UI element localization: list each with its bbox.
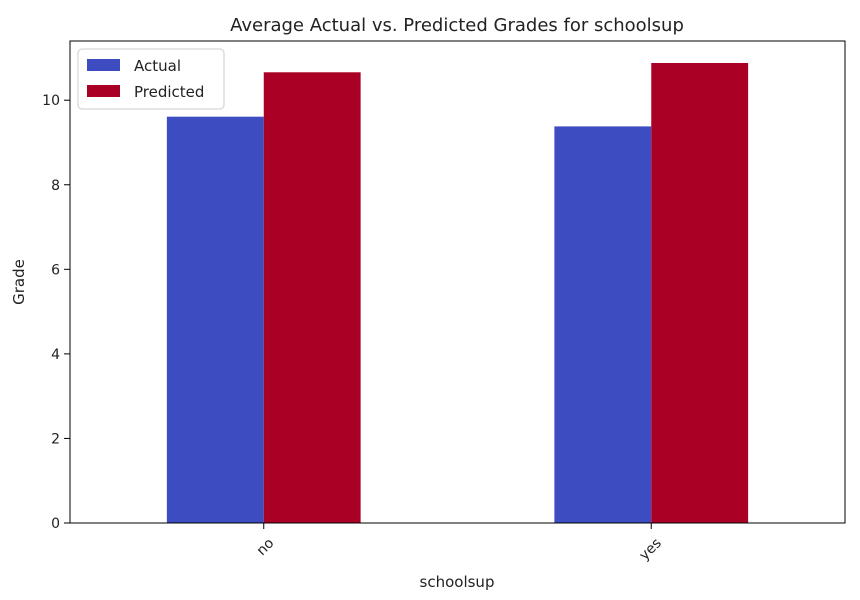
legend-swatch-predicted	[87, 85, 120, 97]
legend-swatch-actual	[87, 59, 120, 71]
y-tick-label: 4	[51, 347, 60, 363]
bar-predicted-no	[263, 72, 361, 523]
bar-actual-yes	[554, 126, 652, 524]
y-axis: 0 2 4 6 8 10	[42, 93, 70, 532]
y-tick-label: 6	[51, 262, 60, 278]
x-axis-label: schoolsup	[420, 573, 495, 591]
y-tick-label: 10	[42, 93, 60, 109]
x-axis: no yes	[254, 523, 665, 564]
y-tick-label: 8	[51, 178, 60, 194]
legend-label-predicted: Predicted	[134, 83, 204, 101]
x-tick-label-no: no	[254, 535, 278, 559]
y-tick-label: 0	[51, 516, 60, 532]
plot-frame	[69, 40, 846, 524]
bar-actual-no	[166, 116, 264, 523]
y-axis-label: Grade	[10, 259, 28, 305]
bar-predicted-yes	[651, 62, 749, 524]
bars	[166, 62, 749, 524]
legend-label-actual: Actual	[134, 57, 181, 75]
legend: Actual Predicted	[77, 48, 225, 110]
chart-title: Average Actual vs. Predicted Grades for …	[230, 15, 684, 36]
y-tick-label: 2	[51, 431, 60, 447]
x-tick-label-yes: yes	[636, 535, 664, 563]
